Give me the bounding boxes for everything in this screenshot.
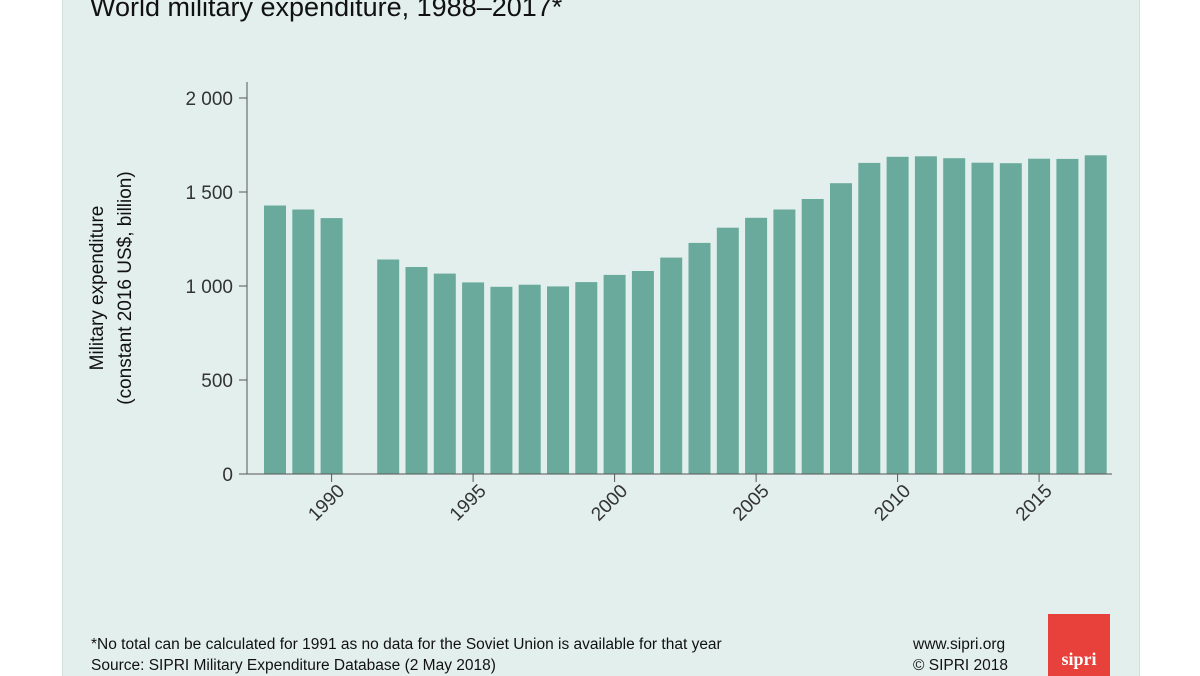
y-tick-label-2000: 2 000 <box>185 89 233 110</box>
source-note: Source: SIPRI Military Expenditure Datab… <box>91 657 496 674</box>
website-link[interactable]: www.sipri.org <box>913 636 1006 653</box>
bar-1988 <box>264 205 286 474</box>
bar-2000 <box>603 274 626 474</box>
bar-2008 <box>830 183 852 474</box>
x-tick-label-2005: 2005 <box>729 481 774 526</box>
bar-1989 <box>292 209 315 474</box>
bar-2010 <box>886 156 909 475</box>
bar-2011 <box>914 156 937 475</box>
chart-title: World military expenditure, 1988–2017* <box>90 0 563 22</box>
bar-1993 <box>405 267 428 474</box>
sipri-logo-text: sipri <box>1061 649 1097 669</box>
bar-1998 <box>547 286 569 474</box>
bar-2004 <box>716 227 739 474</box>
y-tick-label-1000: 1 000 <box>185 277 233 298</box>
bar-2001 <box>631 271 654 474</box>
bar-1994 <box>433 273 456 474</box>
bar-2003 <box>688 242 711 474</box>
bar-1999 <box>575 282 598 474</box>
bar-1995 <box>462 282 485 474</box>
sipri-logo: sipri <box>1048 614 1110 676</box>
x-tick-label-2000: 2000 <box>587 481 632 526</box>
y-tick-label-1500: 1 500 <box>185 183 233 204</box>
bar-2014 <box>999 163 1022 474</box>
bar-2016 <box>1056 158 1079 474</box>
y-tick-label-0: 0 <box>222 465 233 486</box>
bar-2005 <box>745 217 768 475</box>
copyright-note: © SIPRI 2018 <box>913 657 1008 674</box>
bar-2015 <box>1028 158 1051 474</box>
bar-1997 <box>518 284 541 474</box>
bar-2007 <box>801 199 824 474</box>
x-tick-label-2015: 2015 <box>1012 481 1057 526</box>
x-tick-label-1995: 1995 <box>446 481 491 526</box>
bar-2002 <box>660 257 683 474</box>
x-tick-label-2010: 2010 <box>870 481 915 526</box>
bar-2009 <box>858 162 881 474</box>
bar-2013 <box>971 162 994 474</box>
bar-2012 <box>943 158 966 474</box>
bar-1992 <box>377 259 400 474</box>
x-tick-label-1990: 1990 <box>304 481 349 526</box>
bar-2006 <box>773 209 796 474</box>
footnote: *No total can be calculated for 1991 as … <box>91 636 722 653</box>
bar-1990 <box>320 218 343 474</box>
bar-1996 <box>490 286 513 474</box>
bar-2017 <box>1084 155 1107 475</box>
y-tick-label-500: 500 <box>201 371 233 392</box>
